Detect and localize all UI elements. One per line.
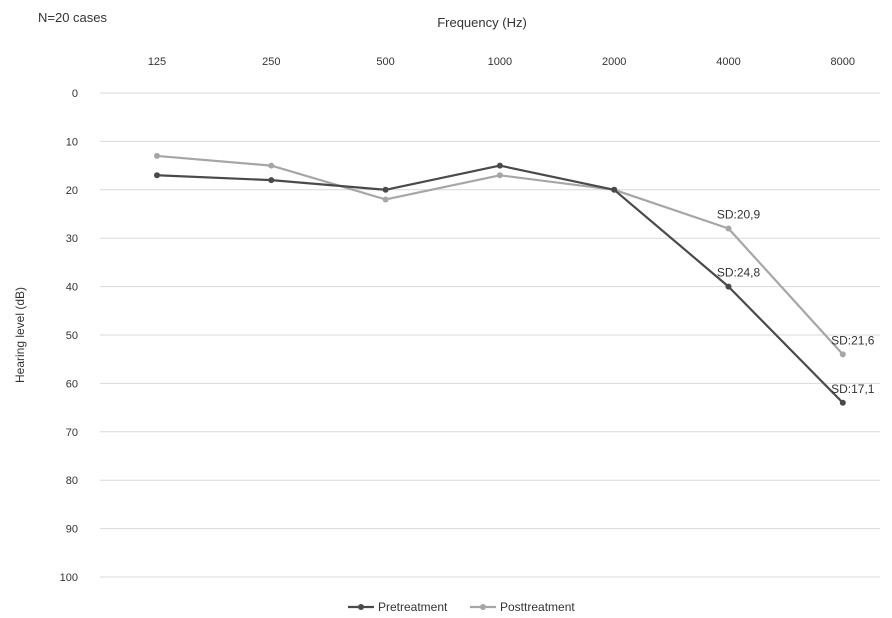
- series-lines: [154, 152, 846, 406]
- annotation-posttreatment-8000: SD:21,6: [831, 333, 875, 347]
- gridlines: [100, 92, 880, 578]
- data-point-posttreatment-500: [382, 196, 389, 203]
- data-point-pretreatment-1000: [496, 162, 503, 169]
- y-tick-label-100: 100: [60, 572, 78, 584]
- y-tick-label-0: 0: [72, 88, 78, 100]
- annotation-posttreatment-4000: SD:20,9: [717, 208, 761, 222]
- y-axis-title: Hearing level (dB): [13, 287, 27, 383]
- legend-label-pretreatment: Pretreatment: [378, 600, 448, 614]
- y-tick-label-80: 80: [66, 475, 78, 487]
- x-tick-label-500: 500: [376, 56, 394, 68]
- data-point-posttreatment-4000: [725, 225, 732, 232]
- series-line-posttreatment: [156, 154, 844, 356]
- y-tick-label-30: 30: [66, 233, 78, 245]
- data-point-posttreatment-8000: [839, 351, 846, 358]
- y-tick-label-70: 70: [66, 427, 78, 439]
- annotation-pretreatment-4000: SD:24,8: [717, 266, 761, 280]
- data-point-pretreatment-8000: [839, 399, 846, 406]
- legend-marker-posttreatment: [480, 604, 486, 610]
- y-tick-label-10: 10: [66, 136, 78, 148]
- data-point-pretreatment-250: [268, 177, 275, 184]
- legend: Pretreatment Posttreatment: [348, 600, 575, 614]
- y-tick-label-20: 20: [66, 185, 78, 197]
- data-point-posttreatment-1000: [496, 172, 503, 179]
- x-tick-label-4000: 4000: [716, 56, 740, 68]
- series-line-pretreatment: [156, 164, 844, 404]
- data-point-pretreatment-4000: [725, 283, 732, 290]
- annotations: SD:20,9 SD:24,8 SD:21,6 SD:17,1: [717, 208, 875, 396]
- x-tick-labels: 125 250 500 1000 2000 4000 8000: [148, 56, 855, 68]
- x-tick-label-8000: 8000: [831, 56, 855, 68]
- data-point-pretreatment-2000: [611, 186, 618, 193]
- y-tick-label-40: 40: [66, 282, 78, 294]
- x-axis-title: Frequency (Hz): [437, 15, 527, 30]
- case-count-note: N=20 cases: [38, 10, 108, 25]
- y-tick-label-90: 90: [66, 524, 78, 536]
- x-tick-label-1000: 1000: [488, 56, 512, 68]
- data-point-posttreatment-125: [154, 152, 160, 159]
- y-tick-label-60: 60: [66, 378, 78, 390]
- y-tick-label-50: 50: [66, 330, 78, 342]
- x-tick-label-125: 125: [148, 56, 166, 68]
- data-point-pretreatment-125: [154, 172, 160, 179]
- y-tick-labels: 0 10 20 30 40 50 60 70 80 90 100: [60, 88, 78, 584]
- x-tick-label-2000: 2000: [602, 56, 626, 68]
- legend-marker-pretreatment: [358, 604, 364, 610]
- data-point-pretreatment-500: [382, 186, 389, 193]
- x-tick-label-250: 250: [262, 56, 280, 68]
- annotation-pretreatment-8000: SD:17,1: [831, 382, 875, 396]
- legend-label-posttreatment: Posttreatment: [500, 600, 575, 614]
- data-point-posttreatment-250: [268, 162, 275, 169]
